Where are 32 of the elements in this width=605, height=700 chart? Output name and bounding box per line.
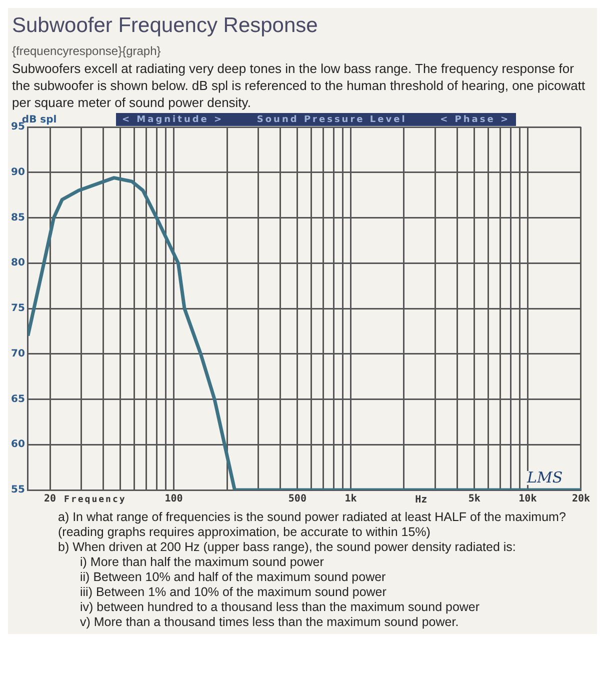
text: i) More than half the maximum sound power — [79, 555, 325, 570]
y-tick-label: 80 — [10, 258, 25, 269]
y-tick-label: 85 — [10, 212, 25, 224]
x-tick-label: 100 — [164, 494, 183, 505]
x-axis-title: Frequency — [64, 494, 126, 505]
text: a) In what range of frequencies is the sound power radiated at least HALF of the maximum? (reading graphs requires approximation, be accurate to within 15%) — [58, 510, 567, 540]
x-tick-label: 5k — [468, 494, 480, 505]
text: Sound Pressure Level — [256, 114, 407, 124]
x-tick-label: 20k — [572, 494, 590, 505]
x-tick-label: 1k — [344, 494, 357, 505]
y-tick-label: 70 — [10, 348, 25, 360]
text: < Phase > — [440, 114, 510, 124]
text: b) When driven at 200 Hz (upper bass range), the sound power density radiated is: — [58, 540, 517, 555]
text: ii) Between 10% and half of the maximum sound power — [79, 570, 387, 585]
y-tick-label: 75 — [10, 303, 25, 314]
x-tick-label: 500 — [288, 494, 306, 505]
y-tick-label: 65 — [10, 394, 25, 405]
annotation: LMS — [526, 468, 563, 486]
y-tick-label: 95 — [10, 122, 25, 133]
x-tick-label: 10k — [518, 494, 537, 505]
text: iv) between hundred to a thousand less than the maximum sound power — [79, 600, 481, 615]
chart-subtitle: Subwoofers excell at radiating very deep tones in the low bass range. The frequency response for the subwoofer is shown below. dB spl is referenced to the human threshold of hearing, one picowatt per square meter of sound power density. — [11, 60, 586, 111]
y-tick-label: 55 — [10, 484, 25, 496]
y-tick-label: 60 — [10, 439, 25, 450]
y-tick-label: 90 — [10, 166, 25, 178]
chart-title: Subwoofer Frequency Response — [11, 13, 319, 39]
x-tick-label: 20 — [44, 494, 56, 505]
text: {frequencyresponse}{graph} — [11, 43, 162, 60]
text: Hz — [415, 494, 428, 506]
text: iii) Between 1% and 10% of the maximum sound power — [79, 585, 388, 600]
text: < Magnitude > — [122, 114, 224, 124]
text: v) More than a thousand times less than the maximum sound power. — [79, 615, 460, 630]
